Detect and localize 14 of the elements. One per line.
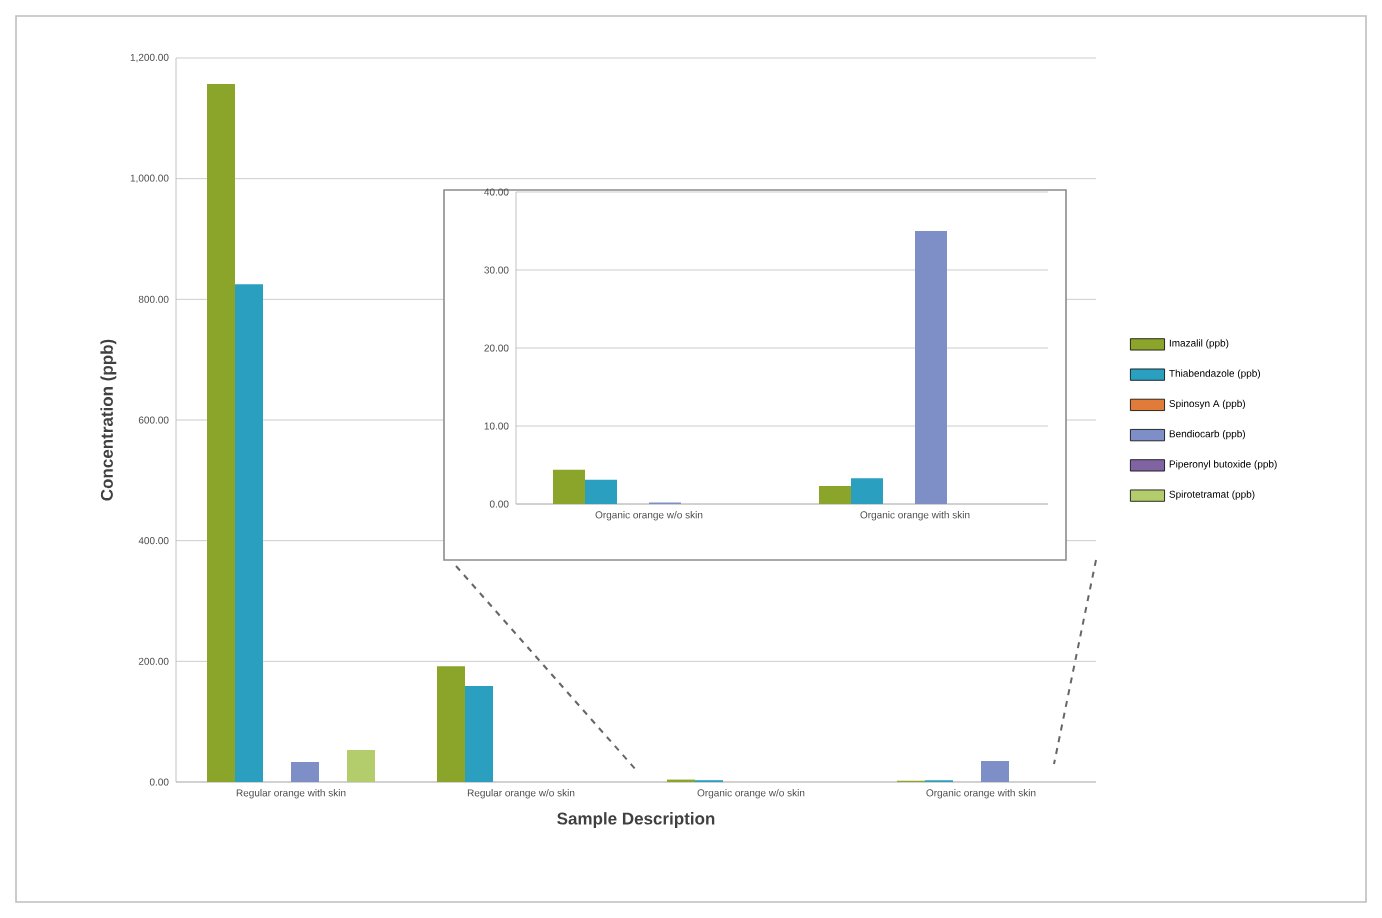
x-axis-title: Sample Description (557, 812, 715, 828)
bar (465, 686, 494, 782)
bar (437, 666, 465, 782)
bar (585, 479, 618, 504)
bar (553, 469, 586, 504)
bar (819, 486, 851, 504)
y-axis-title: Concentration (ppb) (100, 339, 117, 501)
bar (291, 762, 320, 782)
bar (915, 231, 947, 504)
bar (207, 83, 236, 782)
bar (347, 750, 375, 782)
bar (981, 760, 1010, 782)
bar (235, 284, 263, 782)
bar (851, 478, 884, 504)
